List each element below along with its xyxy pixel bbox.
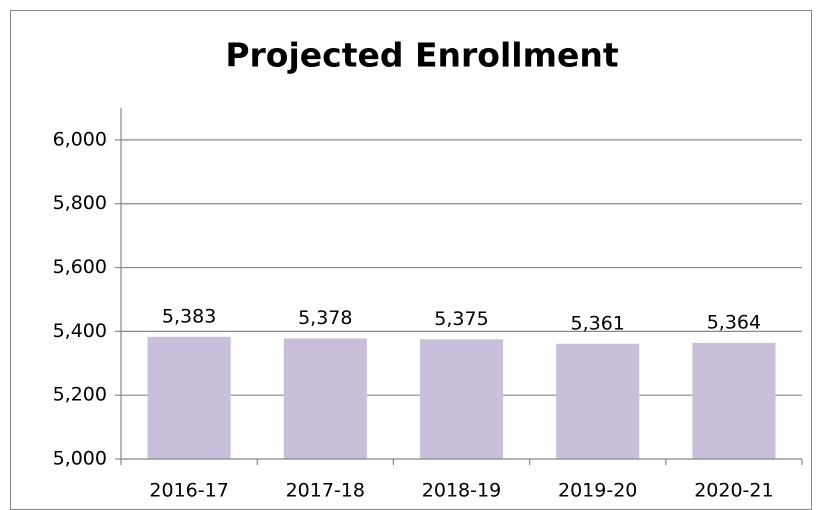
bar [147, 336, 231, 459]
x-tick-label: 2019-20 [558, 480, 637, 502]
y-tick-label: 6,000 [53, 128, 107, 150]
y-tick-label: 5,000 [53, 448, 107, 470]
bar [419, 339, 504, 459]
x-tick-label: 2018-19 [422, 480, 501, 502]
y-tick-label: 5,600 [53, 256, 107, 278]
bar [283, 338, 367, 459]
bar [692, 342, 776, 459]
value-label: 5,383 [162, 305, 216, 327]
y-tick-label: 5,400 [53, 320, 107, 342]
value-label: 5,375 [434, 308, 488, 330]
x-tick-label: 2016-17 [149, 480, 228, 502]
value-label: 5,378 [298, 307, 352, 329]
x-tick-label: 2020-21 [694, 480, 773, 502]
x-tick-label: 2017-18 [286, 480, 365, 502]
y-tick-label: 5,200 [53, 384, 107, 406]
value-label: 5,364 [707, 311, 761, 333]
value-label: 5,361 [570, 312, 624, 334]
chart-border [10, 10, 812, 510]
y-tick-label: 5,800 [53, 192, 107, 214]
chart-title: Projected Enrollment [225, 36, 619, 75]
bar [556, 343, 640, 459]
